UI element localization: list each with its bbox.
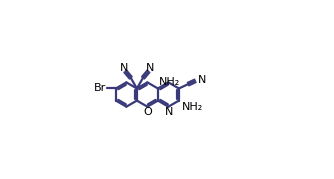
Text: N: N xyxy=(146,63,154,73)
Text: NH₂: NH₂ xyxy=(159,77,180,87)
Text: N: N xyxy=(198,75,206,85)
Text: N: N xyxy=(165,107,173,117)
Text: O: O xyxy=(143,107,152,117)
Text: Br: Br xyxy=(94,83,106,93)
Text: NH₂: NH₂ xyxy=(182,102,203,112)
Text: N: N xyxy=(120,63,128,73)
